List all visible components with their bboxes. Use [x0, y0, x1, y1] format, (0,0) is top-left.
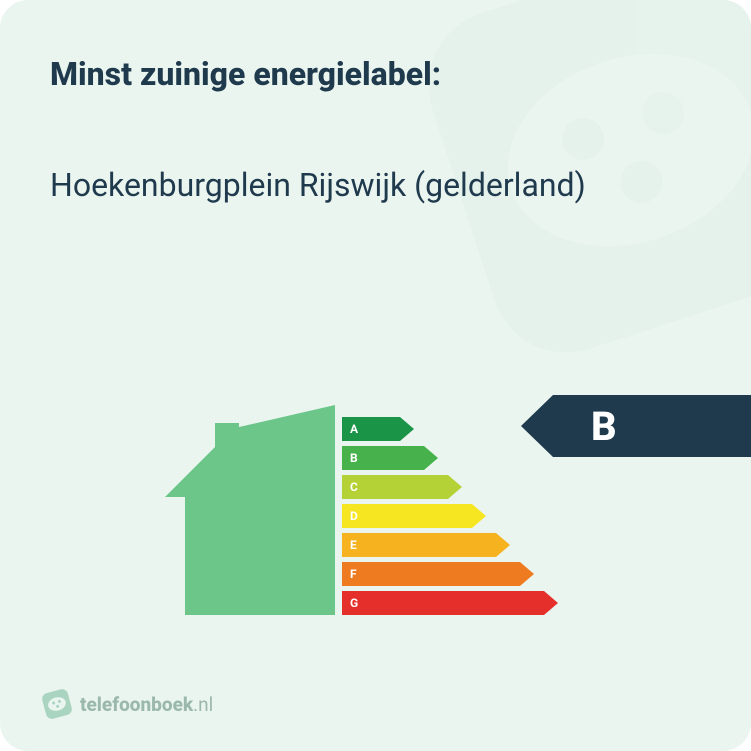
energy-bar-f: F: [342, 562, 602, 588]
house-icon: [165, 405, 335, 615]
energy-bar-label: A: [350, 422, 358, 436]
brand-text: telefoonboek.nl: [80, 693, 213, 716]
rating-badge: B: [521, 395, 751, 457]
energy-bar-label: C: [350, 480, 358, 494]
footer-brand: telefoonboek.nl: [42, 689, 213, 719]
energy-bar-c: C: [342, 475, 602, 501]
brand-name: telefoonboek: [80, 693, 193, 716]
brand-icon: [39, 686, 76, 723]
card-subtitle: Hoekenburgplein Rijswijk (gelderland): [50, 165, 701, 205]
energy-bar-label: D: [350, 509, 358, 523]
energy-bar-label: B: [350, 451, 358, 465]
energy-bar-g: G: [342, 591, 602, 617]
energy-bar-label: E: [350, 538, 357, 552]
rating-badge-text: B: [591, 403, 617, 450]
energy-bar-label: G: [350, 596, 358, 610]
energy-bar-label: F: [350, 567, 357, 581]
card-title: Minst zuinige energielabel:: [50, 55, 701, 93]
energy-label-card: Minst zuinige energielabel: Hoekenburgpl…: [0, 0, 751, 751]
brand-tld: .nl: [193, 693, 213, 716]
energy-bar-d: D: [342, 504, 602, 530]
energy-bar-e: E: [342, 533, 602, 559]
